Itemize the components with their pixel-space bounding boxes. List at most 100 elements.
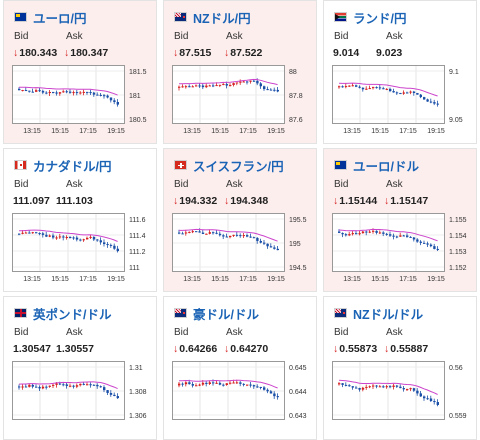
rate-card-zar-jpy[interactable]: ランド/円 Bid Ask 9.014 9.023 9.1 9.05 13:15 15:15 17… (323, 0, 477, 144)
candle-body (72, 385, 75, 387)
candle-body (351, 233, 354, 235)
currency-pair-title[interactable]: ユーロ/円 (33, 11, 87, 26)
candle-body (72, 92, 75, 94)
x-tick-label: 15:15 (51, 128, 69, 135)
candle-body (358, 233, 361, 235)
candle-body (273, 247, 276, 249)
candle-body (69, 91, 72, 93)
currency-pair-title[interactable]: NZドル/ドル (353, 307, 424, 322)
down-arrow-icon: ↓ (173, 195, 179, 207)
rate-card-eur-jpy[interactable]: ユーロ/円 Bid Ask ↓180.343 ↓180.347 181.5 181 180.5… (3, 0, 157, 144)
x-tick-label: 17:15 (399, 276, 417, 283)
rate-card-cad-jpy[interactable]: カナダドル/円 Bid Ask 111.097 111.103 111.6 111.4 111… (3, 148, 157, 292)
candle-body (113, 394, 116, 397)
ask-value: ↓0.64270 (224, 343, 268, 355)
candle-body (338, 231, 341, 233)
rate-card-aud-usd[interactable]: 豪ドル/ドル Bid Ask ↓0.64266 ↓0.64270 0.645 0.644 0.… (163, 296, 317, 440)
x-tick-label: 17:15 (79, 276, 97, 283)
chart-area[interactable]: 111.6 111.4 111.2 111 13:15 15:15 17:15 19:15 (12, 213, 160, 283)
rate-card-gbp-usd[interactable]: 英ポンド/ドル Bid Ask 1.30547 1.30557 1.31 1.308 1.30… (3, 296, 157, 440)
currency-pair-title[interactable]: スイスフラン/円 (193, 159, 284, 174)
chart-area[interactable]: 9.1 9.05 13:15 15:15 17:15 19:15 (332, 65, 480, 135)
candle-body (232, 83, 235, 86)
candle-body (419, 94, 422, 98)
ask-value: 1.30557 (56, 343, 94, 355)
x-tick-label: 15:15 (371, 128, 389, 135)
rate-card-nzd-usd[interactable]: NZドル/ドル Bid Ask ↓0.55873 ↓0.55887 0.56 0.559 (323, 296, 477, 440)
y-tick-label: 9.1 (449, 69, 459, 76)
candle-body (412, 388, 416, 391)
candle-body (426, 398, 429, 400)
bid-value: ↓0.64266 (173, 343, 217, 355)
y-tick-label: 0.645 (289, 365, 307, 372)
candle-body (406, 235, 409, 237)
candle-body (215, 232, 218, 234)
candle-body (201, 232, 205, 234)
x-tick-label: 17:15 (399, 128, 417, 135)
candle-body (389, 386, 392, 388)
candle-body (269, 246, 273, 248)
bid-number: 111.097 (13, 195, 50, 207)
candle-body (184, 382, 188, 385)
currency-pair-title[interactable]: NZドル/円 (193, 11, 251, 26)
chart-area[interactable]: 181.5 181 180.5 13:15 15:15 17:15 19:15 (12, 65, 160, 135)
bid-number: 9.014 (333, 47, 360, 59)
candle-body (38, 90, 41, 92)
candle-body (348, 234, 351, 236)
candle-body (395, 92, 399, 94)
candle-body (273, 393, 276, 397)
candle-body (355, 85, 358, 87)
currency-pair-title[interactable]: 英ポンド/ドル (33, 307, 112, 322)
down-arrow-icon: ↓ (224, 195, 230, 207)
candle-body (263, 242, 266, 244)
candle-body (222, 84, 225, 86)
currency-pair-title[interactable]: ランド/円 (353, 11, 407, 26)
ask-label: Ask (66, 179, 83, 190)
currency-pair-title[interactable]: ユーロ/ドル (353, 159, 419, 174)
down-arrow-icon: ↓ (224, 47, 230, 59)
chart-area[interactable]: 0.645 0.644 0.643 (172, 361, 320, 431)
candle-body (21, 232, 24, 234)
ask-label: Ask (386, 327, 403, 338)
nz-flag-icon (334, 308, 347, 318)
chart-area[interactable]: 1.155 1.154 1.153 1.152 13:15 15:15 17:15 19:15 (332, 213, 480, 283)
candle-body (65, 384, 68, 386)
x-tick-label: 19:15 (427, 276, 445, 283)
candle-body (344, 384, 348, 386)
rate-card-eur-usd[interactable]: ユーロ/ドル Bid Ask ↓1.15144 ↓1.15147 1.155 1.154 1.… (323, 148, 477, 292)
moving-average-line (179, 228, 278, 242)
candle-body (69, 237, 72, 239)
y-tick-label: 87.6 (289, 117, 303, 124)
ask-label: Ask (66, 31, 83, 42)
candle-body (86, 91, 89, 93)
price-chart: 1.155 1.154 1.153 1.152 13:15 15:15 17:15 19:15 (332, 213, 467, 283)
candle-body (225, 383, 228, 385)
rate-card-nzd-jpy[interactable]: NZドル/円 Bid Ask ↓87.515 ↓87.522 88 87.8 87.6 13:1… (163, 0, 317, 144)
candle-body (406, 92, 409, 94)
moving-average-line (338, 82, 438, 97)
candle-body (385, 88, 388, 90)
candle-body (273, 89, 276, 91)
candle-body (212, 382, 215, 384)
chart-area[interactable]: 0.56 0.559 (332, 361, 480, 431)
candle-body (375, 87, 378, 89)
currency-pair-title[interactable]: カナダドル/円 (33, 159, 112, 174)
y-tick-label: 88 (289, 69, 297, 76)
candle-body (249, 80, 252, 82)
chart-area[interactable]: 195.5 195 194.5 13:15 15:15 17:15 19:15 (172, 213, 320, 283)
chart-area[interactable]: 1.31 1.308 1.306 (12, 361, 160, 431)
candle-body (389, 234, 392, 236)
bid-label: Bid (334, 179, 349, 190)
currency-pair-title[interactable]: 豪ドル/ドル (193, 307, 259, 322)
x-tick-label: 19:15 (107, 276, 125, 283)
down-arrow-icon: ↓ (384, 343, 390, 355)
moving-average-line (19, 86, 118, 96)
candle-body (232, 234, 235, 236)
candle-body (392, 385, 395, 387)
price-chart: 111.6 111.4 111.2 111 13:15 15:15 17:15 19:15 (12, 213, 146, 283)
rate-card-chf-jpy[interactable]: スイスフラン/円 Bid Ask ↓194.332 ↓194.348 195.5 195 19… (163, 148, 317, 292)
candle-body (99, 94, 102, 96)
ask-value: ↓0.55887 (384, 343, 428, 355)
ask-number: 180.347 (70, 47, 109, 59)
chart-area[interactable]: 88 87.8 87.6 13:15 15:15 17:15 19:15 (172, 65, 320, 135)
